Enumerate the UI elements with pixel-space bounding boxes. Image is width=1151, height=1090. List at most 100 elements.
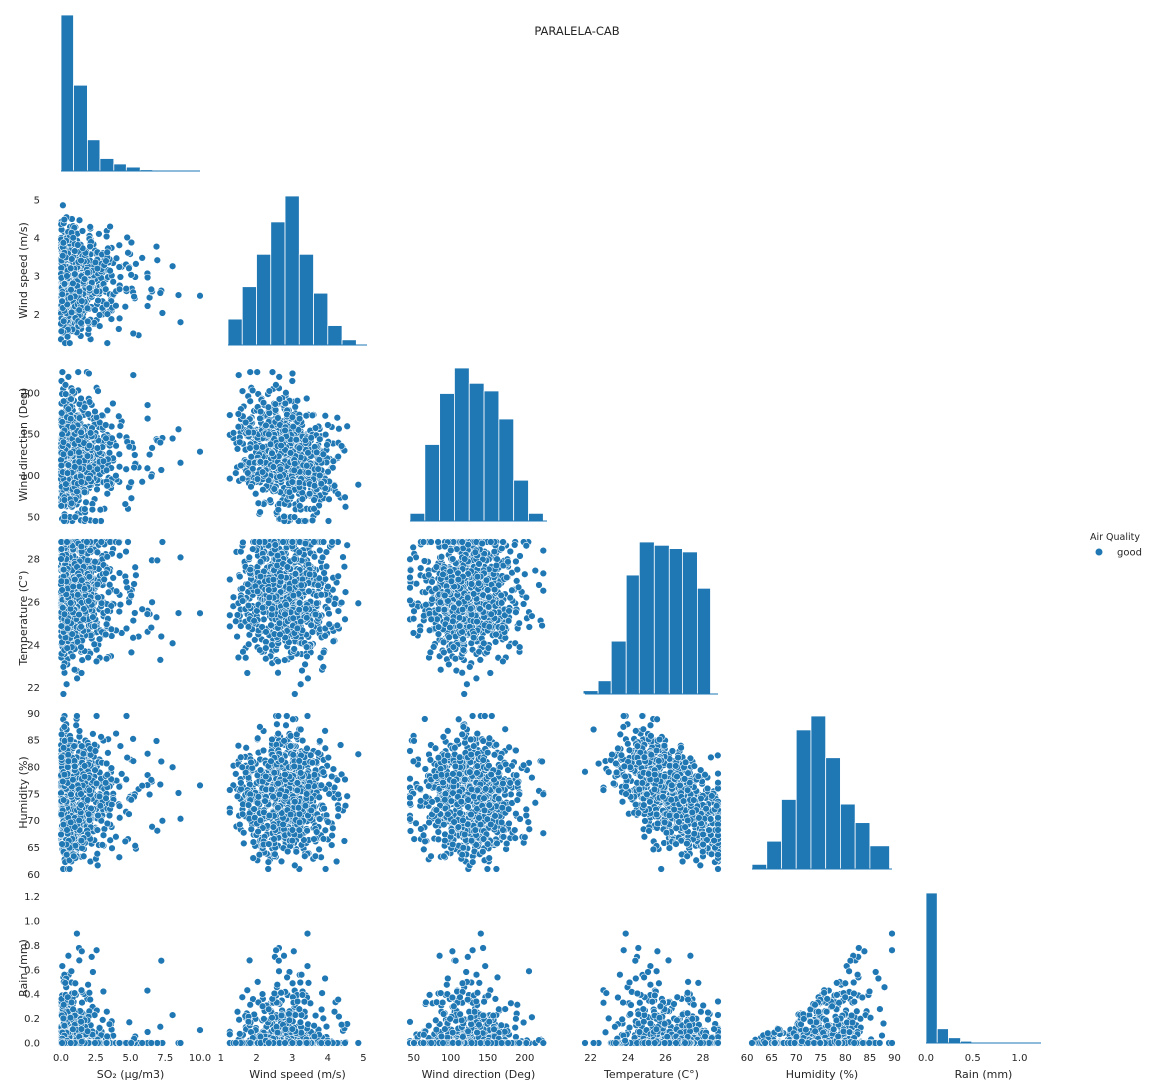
scatter-point xyxy=(115,463,124,471)
scatter-point xyxy=(341,615,349,623)
scatter-point xyxy=(277,573,285,581)
scatter-point xyxy=(321,575,329,583)
scatter-point xyxy=(283,563,292,571)
scatter-point xyxy=(245,553,253,562)
scatter-point xyxy=(77,623,85,631)
scatter-point xyxy=(226,622,234,631)
scatter-point xyxy=(83,538,91,546)
scatter-point xyxy=(252,443,261,451)
scatter-point xyxy=(71,513,79,521)
scatter-point xyxy=(314,465,322,473)
scatter-point xyxy=(103,406,112,415)
scatter-point xyxy=(112,587,121,595)
scatter-point xyxy=(102,300,111,309)
scatter-point xyxy=(129,329,137,338)
scatter-point xyxy=(318,553,327,562)
scatter-point xyxy=(103,248,111,256)
scatter-point xyxy=(122,465,130,473)
scatter-point xyxy=(293,397,302,405)
scatter-point xyxy=(67,395,75,403)
scatter-point xyxy=(58,586,66,594)
scatter-point xyxy=(74,241,82,249)
scatter-point xyxy=(84,410,92,418)
scatter-point xyxy=(143,273,152,282)
scatter-wind_dir-vs-wind_speed xyxy=(226,368,362,525)
scatter-point xyxy=(316,471,324,480)
scatter-point xyxy=(100,575,108,584)
scatter-point xyxy=(77,478,86,486)
histogram-bar xyxy=(439,393,455,522)
scatter-point xyxy=(143,464,152,472)
scatter-point xyxy=(341,588,350,596)
scatter-point xyxy=(233,632,241,641)
scatter-point xyxy=(334,452,342,461)
scatter-point xyxy=(115,314,124,323)
scatter-point xyxy=(253,368,261,376)
scatter-point xyxy=(420,557,429,565)
scatter-point xyxy=(259,486,267,494)
scatter-point xyxy=(333,621,341,630)
scatter-point xyxy=(296,502,304,510)
scatter-temp-vs-so2 xyxy=(57,538,204,698)
scatter-point xyxy=(339,553,347,561)
scatter-point xyxy=(243,669,251,677)
scatter-point xyxy=(75,216,84,224)
histogram-bar xyxy=(241,286,257,346)
scatter-point xyxy=(122,624,131,633)
scatter-point xyxy=(102,421,110,429)
scatter-point xyxy=(168,434,177,443)
scatter-point xyxy=(244,469,252,477)
histogram-wind_dir xyxy=(409,367,547,522)
scatter-point xyxy=(115,412,123,420)
scatter-point xyxy=(253,475,262,483)
scatter-point xyxy=(254,499,263,507)
scatter-point xyxy=(77,669,86,677)
scatter-point xyxy=(324,582,332,591)
scatter-point xyxy=(64,461,73,469)
scatter-point xyxy=(281,426,289,435)
scatter-point xyxy=(122,578,130,586)
scatter-point xyxy=(288,538,297,546)
scatter-point xyxy=(108,632,116,640)
histogram-bar xyxy=(668,548,683,695)
scatter-point xyxy=(313,599,321,607)
scatter-temp-vs-wind_speed xyxy=(226,538,362,698)
scatter-point xyxy=(270,485,278,493)
scatter-point xyxy=(321,632,329,640)
scatter-point xyxy=(153,256,161,264)
scatter-point xyxy=(288,413,297,421)
scatter-point xyxy=(262,655,270,663)
histogram-bar xyxy=(298,253,314,346)
scatter-point xyxy=(314,581,322,590)
scatter-point xyxy=(285,585,294,593)
scatter-point xyxy=(285,488,294,496)
scatter-point xyxy=(245,640,253,648)
scatter-point xyxy=(290,466,298,474)
scatter-point xyxy=(67,264,75,272)
scatter-point xyxy=(93,465,102,473)
histogram-bar xyxy=(60,14,74,172)
scatter-point xyxy=(129,634,137,642)
scatter-point xyxy=(85,463,94,472)
histogram-bar xyxy=(766,840,782,870)
scatter-point xyxy=(60,565,68,574)
scatter-point xyxy=(324,468,332,476)
scatter-point xyxy=(59,663,68,671)
scatter-point xyxy=(81,505,89,513)
scatter-point xyxy=(297,581,305,589)
scatter-point xyxy=(77,542,86,551)
scatter-point xyxy=(226,474,234,483)
scatter-point xyxy=(67,599,75,607)
scatter-point xyxy=(91,258,100,267)
scatter-point xyxy=(310,496,318,504)
scatter-point xyxy=(84,556,92,565)
scatter-point xyxy=(291,403,299,411)
scatter-point xyxy=(232,469,240,477)
scatter-point xyxy=(289,591,298,600)
scatter-point xyxy=(196,292,204,300)
scatter-point xyxy=(69,582,77,591)
scatter-point xyxy=(303,643,311,651)
scatter-point xyxy=(268,368,277,376)
scatter-point xyxy=(78,227,87,235)
scatter-point xyxy=(277,435,286,443)
